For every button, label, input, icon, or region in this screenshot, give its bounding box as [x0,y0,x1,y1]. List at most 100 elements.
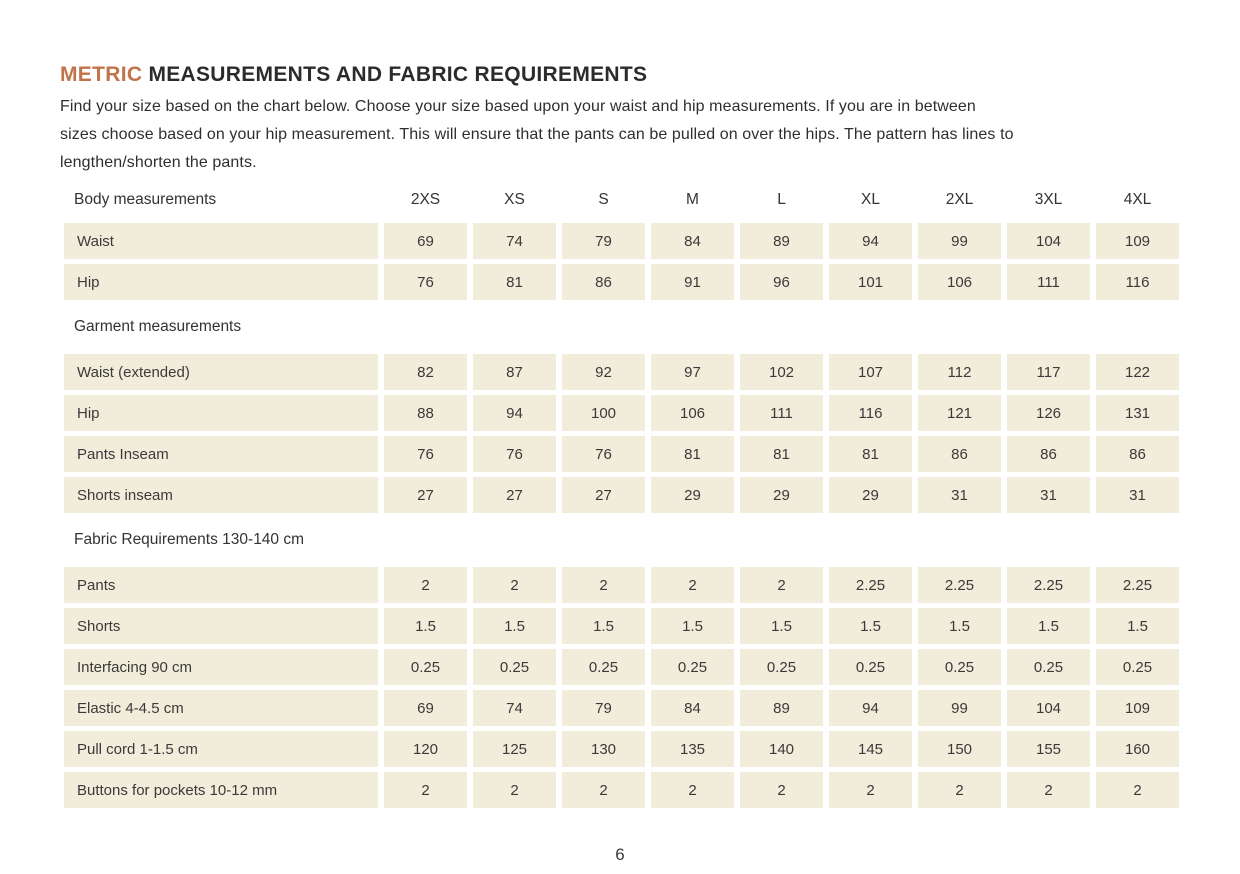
value-cell: 76 [562,436,645,472]
size-column-header: 2XL [945,191,974,208]
value-cell: 94 [473,395,556,431]
row-label: Shorts inseam [64,477,378,513]
intro-line: lengthen/shorten the pants. [60,154,257,171]
size-column-header: S [598,191,609,208]
value-cell: 91 [651,264,734,300]
value-cell: 1.5 [473,608,556,644]
value-cell: 0.25 [651,649,734,685]
value-cell: 31 [1096,477,1179,513]
value-cell: 2 [1007,772,1090,808]
section-header: Body measurements [74,191,217,208]
value-cell: 74 [473,690,556,726]
size-column-header: XS [504,191,525,208]
size-column-header: M [686,191,699,208]
value-cell: 107 [829,354,912,390]
value-cell: 0.25 [1096,649,1179,685]
value-cell: 92 [562,354,645,390]
value-cell: 2.25 [918,567,1001,603]
value-cell: 2.25 [829,567,912,603]
value-cell: 130 [562,731,645,767]
page-title: METRIC MEASUREMENTS AND FABRIC REQUIREME… [60,63,647,87]
value-cell: 79 [562,223,645,259]
value-cell: 117 [1007,354,1090,390]
value-cell: 0.25 [384,649,467,685]
value-cell: 99 [918,223,1001,259]
value-cell: 69 [384,223,467,259]
value-cell: 160 [1096,731,1179,767]
row-label: Hip [64,264,378,300]
size-column-header: 2XS [410,191,441,208]
value-cell: 121 [918,395,1001,431]
value-cell: 1.5 [651,608,734,644]
value-cell: 0.25 [918,649,1001,685]
size-column-header: L [777,191,786,208]
value-cell: 99 [918,690,1001,726]
intro-line: Find your size based on the chart below.… [60,98,976,115]
value-cell: 111 [1007,264,1090,300]
size-column-header: 3XL [1034,191,1063,208]
value-cell: 2 [740,772,823,808]
value-cell: 104 [1007,690,1090,726]
value-cell: 106 [918,264,1001,300]
value-cell: 1.5 [1096,608,1179,644]
value-cell: 2 [473,567,556,603]
value-cell: 135 [651,731,734,767]
value-cell: 2 [918,772,1001,808]
value-cell: 102 [740,354,823,390]
value-cell: 81 [740,436,823,472]
value-cell: 29 [740,477,823,513]
value-cell: 87 [473,354,556,390]
value-cell: 84 [651,690,734,726]
size-table: Body measurements 2XS XS S M L XL 2XL 3XL 4XL Wais… [64,182,1179,808]
value-cell: 2 [651,772,734,808]
page-number: 6 [615,845,625,864]
value-cell: 1.5 [918,608,1001,644]
value-cell: 0.25 [473,649,556,685]
value-cell: 1.5 [384,608,467,644]
value-cell: 122 [1096,354,1179,390]
value-cell: 116 [829,395,912,431]
value-cell: 125 [473,731,556,767]
value-cell: 0.25 [829,649,912,685]
value-cell: 89 [740,223,823,259]
row-label: Pants Inseam [64,436,378,472]
value-cell: 27 [562,477,645,513]
value-cell: 81 [829,436,912,472]
value-cell: 150 [918,731,1001,767]
value-cell: 31 [1007,477,1090,513]
value-cell: 120 [384,731,467,767]
row-label: Buttons for pockets 10-12 mm [64,772,378,808]
value-cell: 86 [1096,436,1179,472]
value-cell: 131 [1096,395,1179,431]
row-label: Elastic 4-4.5 cm [64,690,378,726]
value-cell: 86 [562,264,645,300]
value-cell: 84 [651,223,734,259]
value-cell: 2 [384,567,467,603]
value-cell: 111 [740,395,823,431]
value-cell: 86 [918,436,1001,472]
intro-text: Find your size based on the chart below.… [60,93,1190,177]
value-cell: 27 [473,477,556,513]
value-cell: 1.5 [1007,608,1090,644]
size-column-header: 4XL [1123,191,1152,208]
row-label: Pants [64,567,378,603]
section-header: Garment measurements [74,318,242,335]
value-cell: 2.25 [1096,567,1179,603]
value-cell: 109 [1096,223,1179,259]
value-cell: 2.25 [1007,567,1090,603]
value-cell: 88 [384,395,467,431]
value-cell: 2 [562,567,645,603]
value-cell: 29 [829,477,912,513]
value-cell: 2 [1096,772,1179,808]
row-label: Pull cord 1-1.5 cm [64,731,378,767]
value-cell: 86 [1007,436,1090,472]
value-cell: 1.5 [829,608,912,644]
value-cell: 109 [1096,690,1179,726]
value-cell: 104 [1007,223,1090,259]
value-cell: 1.5 [562,608,645,644]
value-cell: 101 [829,264,912,300]
intro-line: sizes choose based on your hip measureme… [60,126,1014,143]
row-label: Hip [64,395,378,431]
value-cell: 76 [384,264,467,300]
